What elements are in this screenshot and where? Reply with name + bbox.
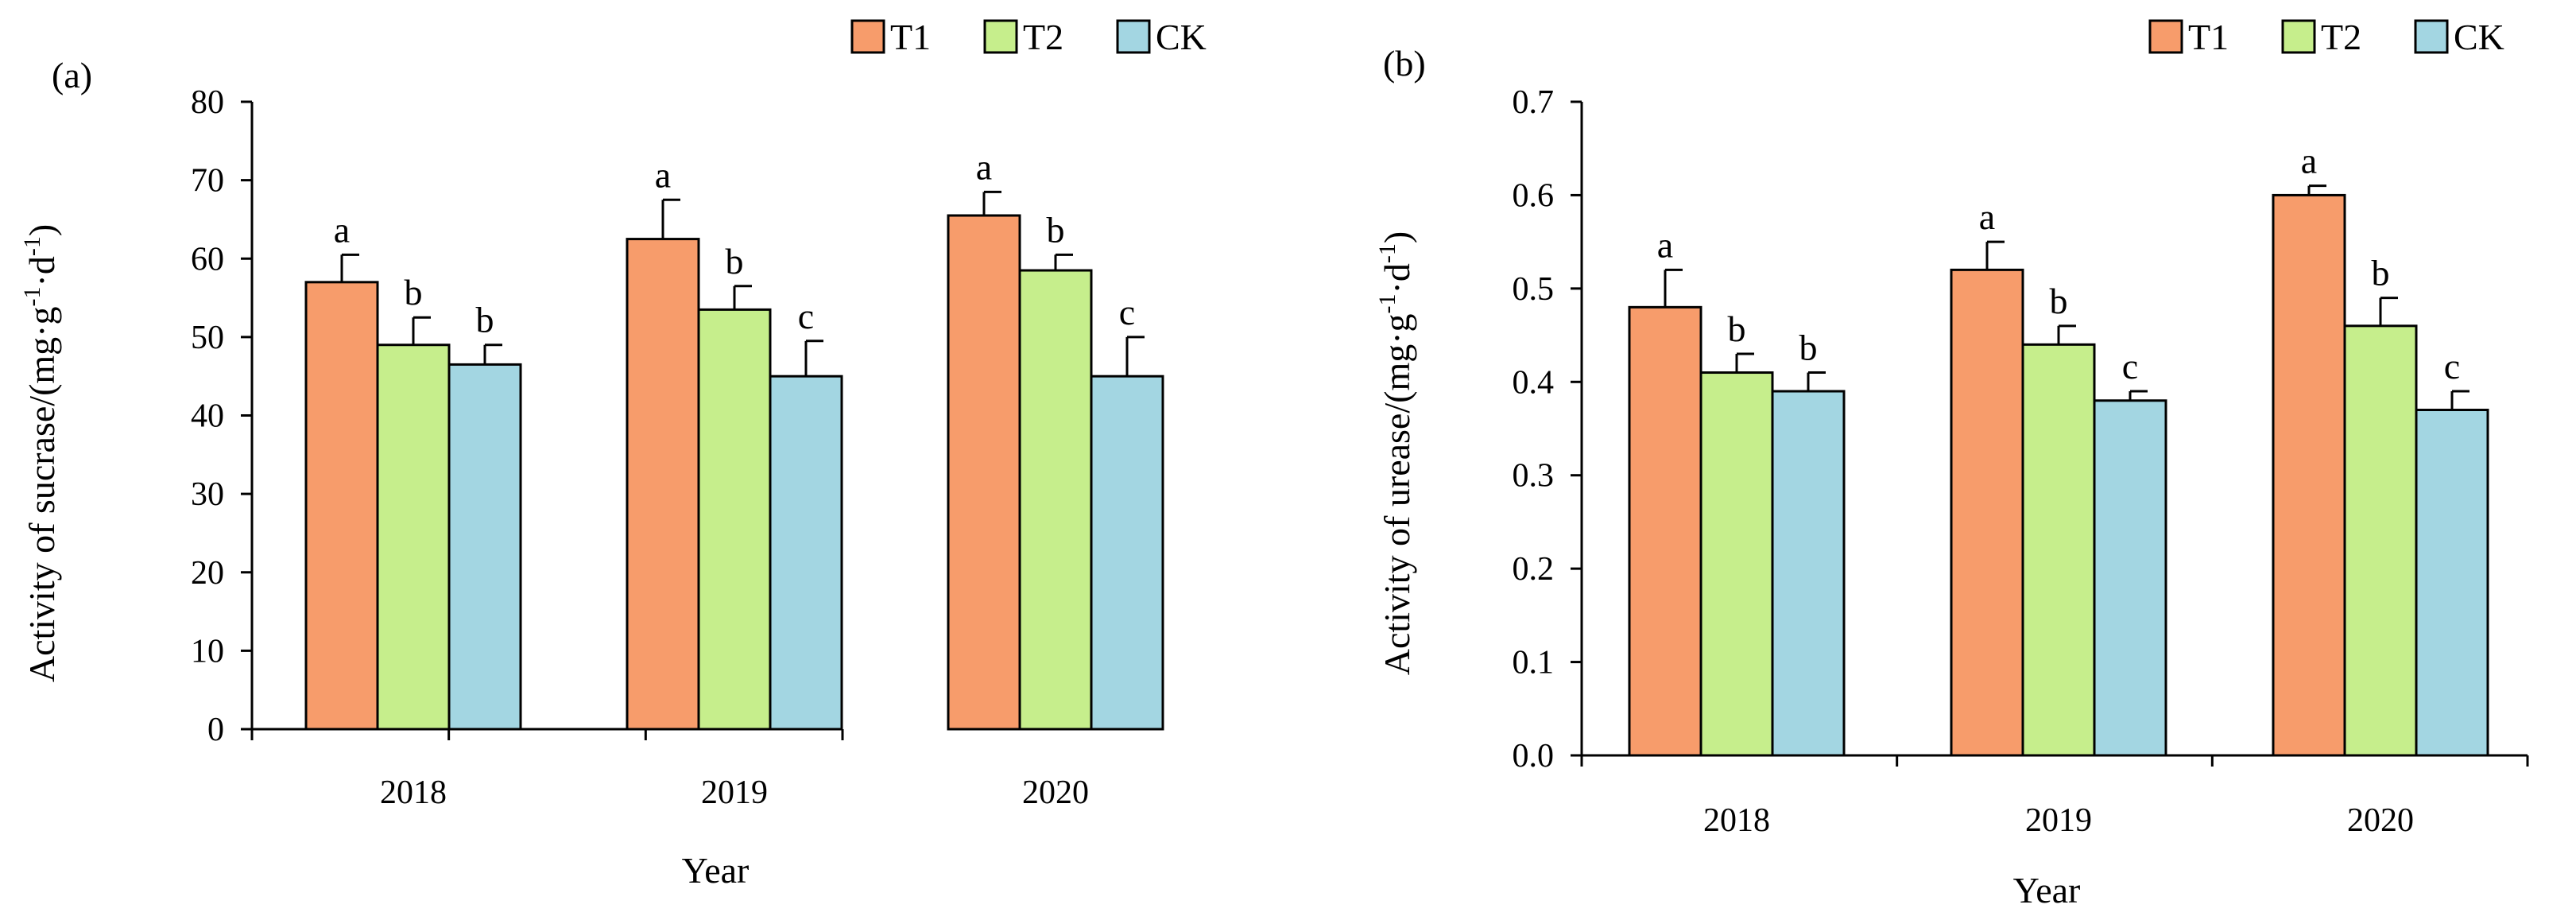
- bar-ck-2019: [2093, 399, 2167, 757]
- y-tick-label: 70: [191, 163, 224, 200]
- chart-panel-2: (b) 0.0 0.1 0.2 0.3 0.4 0.5 0.6 0.7 2018 a b b 2019 a b…: [1374, 17, 2529, 910]
- bar-ck-2019: [769, 375, 843, 731]
- y-tick-label: 0: [207, 712, 224, 748]
- bar-t2-2019: [2021, 343, 2096, 757]
- y-tick-label: 60: [191, 241, 224, 278]
- x-tick-label: 2020: [1022, 774, 1089, 811]
- y-tick-label: 50: [191, 320, 224, 356]
- y-tick-label: 0.3: [1513, 458, 1555, 495]
- y-tick-label: 0.5: [1513, 271, 1555, 308]
- significance-letter: b: [405, 272, 423, 312]
- significance-letter: b: [2372, 253, 2390, 293]
- legend-label-t2: T2: [2321, 17, 2361, 57]
- legend-swatch-t2: [2281, 19, 2316, 54]
- x-axis-label: Year: [2013, 870, 2081, 910]
- bar-t1-2019: [626, 238, 700, 731]
- panel-label: (b): [1383, 43, 1426, 83]
- y-tick-label: 0.1: [1513, 645, 1555, 681]
- significance-letter: c: [2122, 346, 2138, 386]
- significance-letter: c: [798, 296, 814, 336]
- significance-letter: b: [476, 300, 494, 340]
- legend-label-ck: CK: [2454, 17, 2504, 57]
- bar-t2-2020: [2343, 324, 2418, 757]
- significance-letter: a: [334, 209, 350, 250]
- significance-letter: a: [1657, 224, 1673, 265]
- y-tick-label: 0.4: [1513, 364, 1555, 401]
- bar-ck-2018: [447, 363, 522, 731]
- significance-letter: b: [1047, 209, 1065, 250]
- y-axis-label: Activity of urease/(mg·g-1·d-1): [1374, 231, 1417, 675]
- bar-t1-2020: [947, 214, 1021, 731]
- bar-t2-2018: [376, 344, 451, 731]
- x-tick-label: 2019: [2025, 802, 2092, 839]
- y-tick-label: 0.7: [1513, 84, 1555, 121]
- legend-swatch-t1: [2148, 19, 2183, 54]
- y-tick-label: 30: [191, 476, 224, 513]
- bar-ck-2020: [2415, 409, 2489, 757]
- legend-label-t2: T2: [1023, 17, 1063, 57]
- significance-letter: c: [2444, 346, 2460, 386]
- x-tick-label: 2020: [2347, 802, 2414, 839]
- significance-letter: a: [655, 154, 671, 195]
- legend-label-t1: T1: [2188, 17, 2229, 57]
- y-tick-label: 10: [191, 633, 224, 670]
- significance-letter: b: [726, 241, 744, 281]
- x-tick-label: 2019: [701, 774, 768, 811]
- legend-swatch-t2: [983, 19, 1018, 54]
- panel-label: (a): [52, 55, 92, 95]
- y-tick-label: 80: [191, 84, 224, 121]
- y-tick-label: 40: [191, 398, 224, 435]
- legend-swatch-ck: [1116, 19, 1151, 54]
- bar-ck-2018: [1771, 390, 1846, 757]
- y-tick-label: 0.2: [1513, 551, 1555, 588]
- legend: T1 T2 CK: [850, 17, 1207, 57]
- bar-ck-2020: [1090, 375, 1164, 731]
- significance-letter: c: [1119, 292, 1135, 332]
- bar-t2-2018: [1699, 371, 1774, 757]
- y-axis-label: Activity of sucrase/(mg·g-1·d-1): [19, 224, 62, 682]
- significance-letter: b: [1799, 328, 1818, 368]
- legend-swatch-ck: [2414, 19, 2449, 54]
- legend-label-t1: T1: [890, 17, 931, 57]
- significance-letter: b: [1728, 309, 1746, 349]
- significance-letter: a: [2301, 141, 2317, 181]
- bar-t1-2019: [1950, 268, 2024, 757]
- significance-letter: a: [976, 146, 992, 187]
- significance-letter: a: [1979, 196, 1995, 237]
- bar-t2-2020: [1018, 269, 1093, 731]
- legend-label-ck: CK: [1156, 17, 1207, 57]
- x-axis-label: Year: [682, 850, 750, 891]
- legend-swatch-t1: [850, 19, 885, 54]
- chart-panel-1: (a) 0 10 20 30 40 50 60 70 80 2018 a b b 2019 a b c 2020 a b…: [19, 17, 1207, 891]
- y-tick-label: 20: [191, 555, 224, 592]
- x-tick-label: 2018: [380, 774, 447, 811]
- bar-t1-2018: [304, 281, 379, 731]
- y-tick-label: 0.6: [1513, 177, 1555, 214]
- legend: T1 T2 CK: [2148, 17, 2504, 57]
- significance-letter: b: [2050, 281, 2068, 321]
- bar-t1-2020: [2272, 193, 2346, 757]
- x-tick-label: 2018: [1703, 802, 1770, 839]
- bar-t1-2018: [1628, 305, 1702, 757]
- bar-t2-2019: [697, 308, 772, 731]
- y-tick-label: 0.0: [1513, 738, 1555, 774]
